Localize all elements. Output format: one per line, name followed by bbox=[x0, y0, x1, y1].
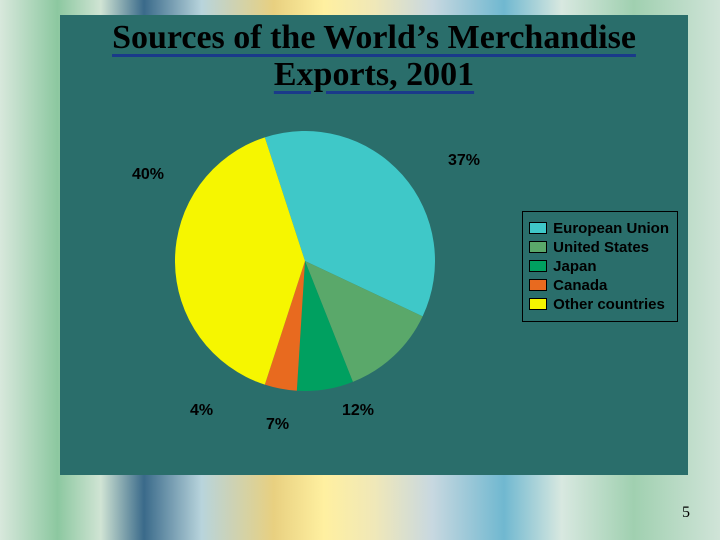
legend-swatch bbox=[529, 222, 547, 234]
legend-swatch bbox=[529, 241, 547, 253]
percent-label: 12% bbox=[342, 402, 374, 420]
legend-label: Japan bbox=[553, 258, 596, 275]
legend-label: Other countries bbox=[553, 296, 665, 313]
legend-item: European Union bbox=[529, 220, 669, 237]
legend-label: United States bbox=[553, 239, 649, 256]
percent-label: 37% bbox=[448, 152, 480, 170]
percent-label: 4% bbox=[190, 402, 213, 420]
legend-swatch bbox=[529, 279, 547, 291]
chart-panel: Sources of the World’s Merchandise Expor… bbox=[60, 15, 688, 475]
slide: Sources of the World’s Merchandise Expor… bbox=[0, 0, 720, 540]
slide-title: Sources of the World’s Merchandise Expor… bbox=[60, 15, 688, 96]
page-number: 5 bbox=[682, 504, 690, 522]
legend-swatch bbox=[529, 298, 547, 310]
legend-item: Canada bbox=[529, 277, 669, 294]
percent-label: 40% bbox=[132, 166, 164, 184]
legend: European Union United States Japan Canada Ot… bbox=[522, 211, 678, 322]
legend-item: Other countries bbox=[529, 296, 669, 313]
legend-label: European Union bbox=[553, 220, 669, 237]
chart-area: 37% 12% 7% 4% 40% European Union United State… bbox=[60, 96, 688, 466]
legend-item: Japan bbox=[529, 258, 669, 275]
pie-chart bbox=[175, 131, 435, 391]
percent-label: 7% bbox=[266, 416, 289, 434]
legend-item: United States bbox=[529, 239, 669, 256]
legend-label: Canada bbox=[553, 277, 607, 294]
pie-svg bbox=[175, 131, 435, 391]
legend-swatch bbox=[529, 260, 547, 272]
